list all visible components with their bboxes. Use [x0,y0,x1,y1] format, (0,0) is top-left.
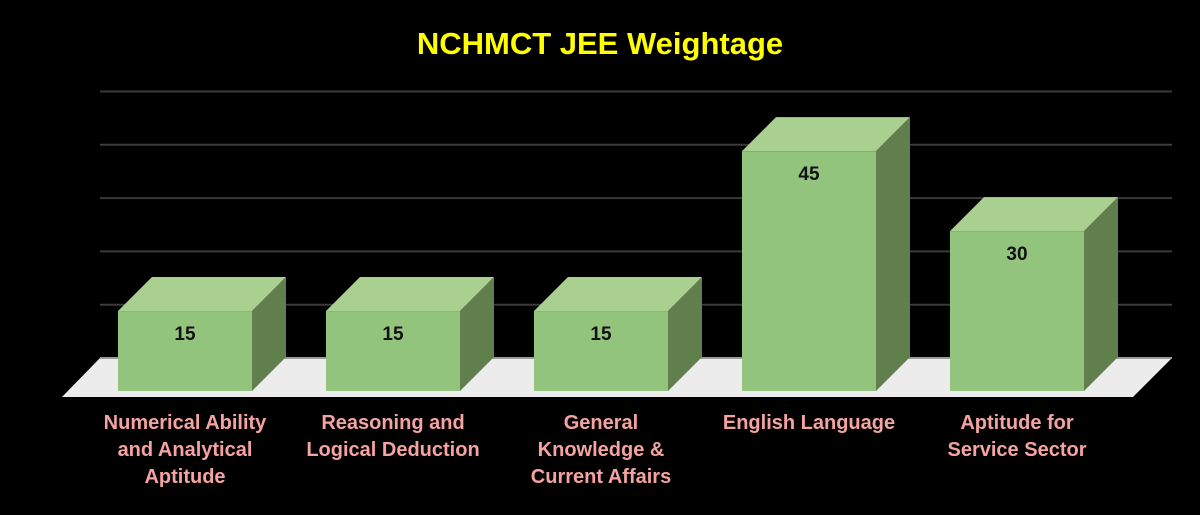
bar: 30 [950,197,1118,391]
bar: 15 [118,277,286,391]
bar: 15 [326,277,494,391]
category-label: Aptitude for Service Sector [947,412,1087,461]
bars: 15 15 15 45 30 [118,117,1118,392]
data-label: 15 [590,324,612,345]
category-label: General Knowledge & Current Affairs [530,412,672,488]
chart-title: NCHMCT JEE Weightage [416,26,784,61]
category-label: Reasoning and Logical Deduction [306,412,480,461]
category-label: Numerical Ability and Analytical Aptitud… [103,412,267,488]
data-label: 30 [1006,244,1027,265]
data-label: 15 [382,324,404,345]
bar: 15 [534,277,702,391]
bar: 45 [742,117,910,392]
data-label: 45 [798,164,820,185]
category-label: English Language [722,412,896,434]
data-label: 15 [174,324,196,345]
